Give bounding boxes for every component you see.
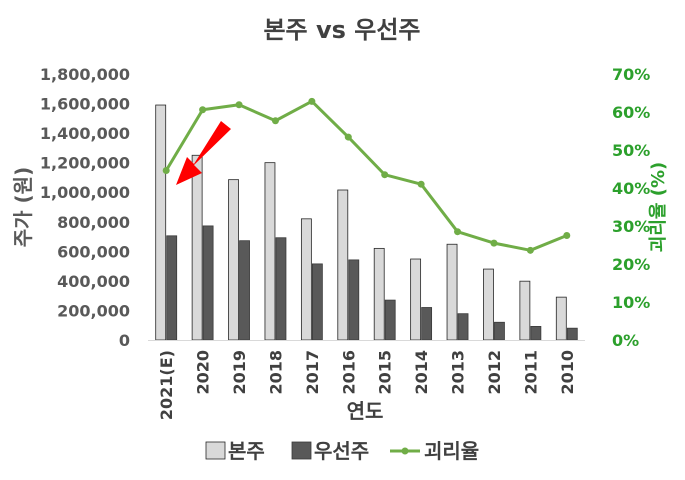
chart-title: 본주 vs 우선주 [263,16,420,44]
bar-우선주 [384,299,396,341]
y-tick-left: 200,000 [57,301,130,320]
bar-우선주 [311,263,323,341]
y-axis-label-left: 주가 (원) [11,167,35,247]
x-tick-label: 2018 [266,350,285,395]
point-괴리율 [563,232,571,239]
point-괴리율 [454,228,462,236]
plot-area: 0 200,000 400,000 600,000 800,000 1,000,000 1,… [40,65,650,420]
y-tick-right: 10% [612,293,650,312]
x-tick-label: 2014 [412,350,431,395]
point-괴리율 [526,246,534,254]
legend-label-괴리율: 괴리율 [424,439,479,463]
point-괴리율 [271,117,279,125]
y-tick-left: 400,000 [57,272,130,291]
bar-본주 [300,218,312,341]
bar-우선주 [239,240,250,341]
bar-우선주 [494,321,505,341]
bar-본주 [519,280,531,341]
y-tick-right: 50% [612,141,650,160]
bar-우선주 [166,235,178,341]
y-axis-label-right: 괴리율 (%) [648,162,669,252]
x-tick-label: 2013 [449,350,468,395]
x-tick-label: 2021(E) [157,350,176,420]
legend: 본주 우선주 괴리율 [205,439,479,463]
bar-본주 [483,268,494,341]
bar-우선주 [275,237,287,341]
x-tick-label: 2019 [230,350,249,395]
y-tick-right: 0% [612,331,639,350]
point-괴리율 [344,133,352,141]
bar-본주 [228,179,239,341]
bar-우선주 [457,313,469,341]
y-tick-left: 1,400,000 [40,124,130,143]
bar-본주 [446,243,458,341]
x-tick-label: 2020 [194,350,213,395]
point-괴리율 [490,239,498,247]
legend-marker-괴리율 [401,447,409,455]
bar-본주 [555,296,567,341]
y-tick-right: 30% [612,217,650,236]
x-tick-label: 2011 [521,350,540,395]
point-괴리율 [235,101,243,109]
line-괴리율 [164,99,568,252]
x-tick-label: 2010 [558,350,577,395]
legend-swatch-우선주 [291,441,312,460]
legend-label-우선주: 우선주 [314,439,369,463]
x-axis-label: 연도 [347,399,384,423]
y-tick-right: 70% [612,65,650,84]
bar-본주 [191,154,203,341]
point-괴리율 [199,106,207,114]
point-괴리율 [308,97,316,105]
bar-본주 [155,104,167,341]
bar-본주 [337,189,349,341]
x-tick-label: 2016 [339,350,358,395]
x-tick-label: 2012 [485,350,504,395]
y-tick-left: 1,200,000 [40,154,130,173]
y-tick-right: 60% [612,103,650,122]
y-tick-right: 40% [612,179,650,198]
bar-우선주 [202,225,214,341]
bar-본주 [264,162,276,341]
bar-본주 [410,258,422,341]
x-tick-label: 2017 [303,350,322,395]
legend-label-본주: 본주 [228,439,265,463]
y-tick-left: 1,000,000 [40,183,130,202]
bar-우선주 [566,327,578,341]
legend-swatch-본주 [205,441,226,460]
y-tick-right: 20% [612,255,650,274]
point-괴리율 [417,180,425,188]
bar-우선주 [530,326,542,341]
y-tick-left: 1,800,000 [40,65,130,84]
point-괴리율 [381,171,389,179]
bar-본주 [373,247,385,341]
y-tick-left: 0 [119,331,130,350]
x-tick-label: 2015 [376,350,395,395]
bar-우선주 [421,307,433,341]
red-arrow-icon [176,121,231,185]
y-tick-left: 1,600,000 [40,95,130,114]
red-arrow-annotation [176,121,231,185]
bar-우선주 [348,259,360,341]
point-괴리율 [162,167,170,175]
y-tick-left: 800,000 [57,213,130,232]
y-tick-left: 600,000 [57,242,130,261]
